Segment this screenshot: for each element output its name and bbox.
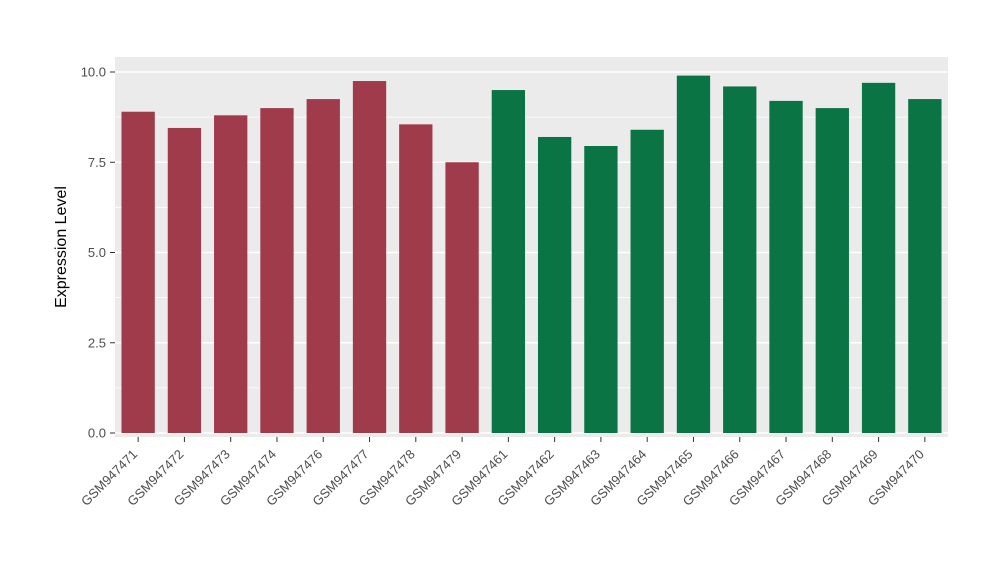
bar <box>445 162 479 433</box>
plot-panel <box>115 57 948 437</box>
bar <box>260 108 294 433</box>
bar <box>861 82 896 433</box>
bar <box>399 124 433 433</box>
bar <box>769 100 803 433</box>
y-tick-label: 7.5 <box>88 155 106 170</box>
bar <box>908 99 942 433</box>
bar <box>723 86 757 433</box>
y-tick-label: 5.0 <box>88 245 106 260</box>
y-tick-label: 10.0 <box>81 65 106 80</box>
bar <box>121 111 155 434</box>
bar <box>352 81 387 434</box>
bar <box>815 108 849 433</box>
bar <box>676 75 711 434</box>
bar <box>630 129 664 433</box>
bar <box>537 136 572 434</box>
bar <box>214 115 248 433</box>
bar <box>167 127 202 433</box>
bar <box>584 146 618 433</box>
bar <box>306 99 340 433</box>
bar <box>491 90 526 434</box>
y-tick-label: 2.5 <box>88 335 106 350</box>
y-tick-label: 0.0 <box>88 426 106 441</box>
